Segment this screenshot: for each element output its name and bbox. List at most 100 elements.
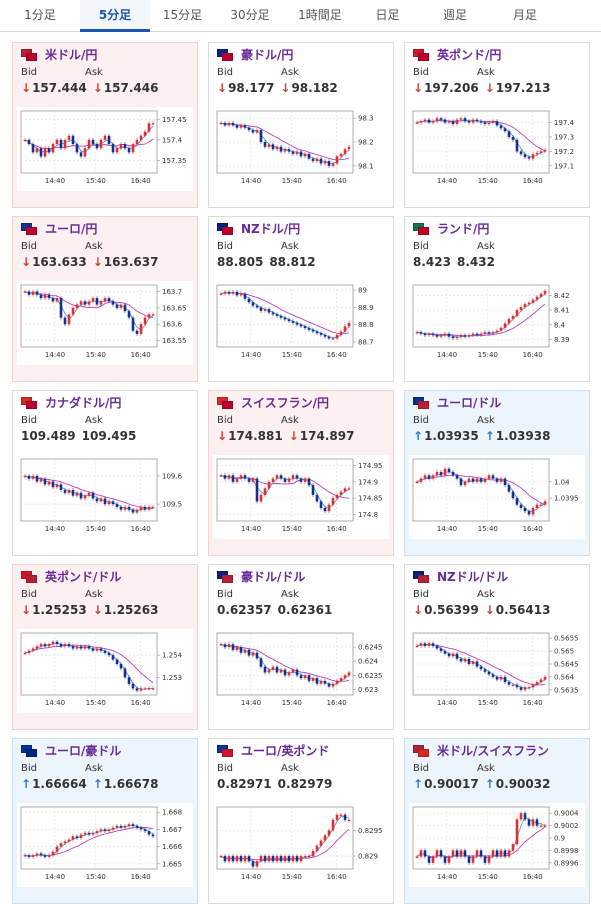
price-chart[interactable]: 14:40 15:40 16:40 0.9004 0.9002 0.9 0.8998 0.89… bbox=[409, 803, 585, 887]
pair-name[interactable]: NZドル/ドル bbox=[437, 569, 509, 584]
candle bbox=[55, 139, 59, 145]
price-chart[interactable]: 14:40 15:40 16:40 1.668 1.667 1.666 1.665 bbox=[17, 803, 193, 887]
candle bbox=[519, 687, 523, 690]
pair-name[interactable]: 英ポンド/円 bbox=[437, 47, 502, 62]
currency-flag-icon bbox=[217, 222, 233, 235]
rate-card[interactable]: 豪ドル/円 Bid Ask ↓98.177 ↓98.182 14:40 15:40 16:40… bbox=[208, 42, 394, 208]
pair-name[interactable]: ランド/円 bbox=[437, 221, 490, 236]
pair-name[interactable]: 豪ドル/円 bbox=[241, 47, 294, 62]
candle bbox=[99, 139, 103, 149]
tab-5[interactable]: 1時間足 bbox=[298, 8, 342, 22]
rate-card[interactable]: 米ドル/円 Bid Ask ↓157.444 ↓157.446 14:40 15:40 16:… bbox=[12, 42, 198, 208]
price-chart[interactable]: 14:40 15:40 16:40 109.6 109.5 bbox=[17, 455, 193, 539]
pair-name[interactable]: ユーロ/円 bbox=[45, 221, 98, 236]
rate-card[interactable]: 豪ドル/ドル Bid Ask 0.62357 0.62361 14:40 15:40 16:4… bbox=[208, 564, 394, 730]
candle bbox=[439, 850, 443, 857]
candle bbox=[503, 323, 507, 328]
pair-name[interactable]: ユーロ/英ポンド bbox=[241, 743, 330, 758]
pair-name[interactable]: 英ポンド/ドル bbox=[45, 569, 122, 584]
price-chart[interactable]: 14:40 15:40 16:40 197.4 197.3 197.2 197.1 bbox=[409, 107, 585, 191]
tab-7[interactable]: 週足 bbox=[442, 8, 467, 22]
candle bbox=[479, 850, 483, 857]
x-tick-label: 16:40 bbox=[327, 873, 347, 881]
candle bbox=[131, 683, 135, 689]
pair-name[interactable]: ユーロ/豪ドル bbox=[45, 743, 122, 758]
price-chart[interactable]: 14:40 15:40 16:40 98.3 98.2 98.1 bbox=[213, 107, 389, 191]
tab-3[interactable]: 15分足 bbox=[162, 8, 203, 22]
candle bbox=[75, 304, 79, 308]
tab-2[interactable]: 5分足 bbox=[80, 0, 150, 32]
pair-name[interactable]: ユーロ/ドル bbox=[437, 395, 502, 410]
price-chart[interactable]: 14:40 15:40 16:40 8.42 8.41 8.4 8.39 bbox=[409, 281, 585, 365]
pair-name[interactable]: NZドル/円 bbox=[241, 221, 301, 236]
tab-6[interactable]: 日足 bbox=[375, 8, 400, 22]
tab-1[interactable]: 1分足 bbox=[24, 8, 56, 22]
y-tick-label: 109.5 bbox=[162, 501, 182, 509]
rate-card[interactable]: ランド/円 Bid Ask 8.423 8.432 14:40 15:40 16:40 8.42… bbox=[404, 216, 590, 382]
tab-8[interactable]: 月足 bbox=[512, 8, 537, 22]
candle bbox=[327, 161, 331, 166]
tab-4[interactable]: 30分足 bbox=[230, 8, 270, 22]
rate-card[interactable]: 英ポンド/円 Bid Ask ↓197.206 ↓197.213 14:40 15:40 16… bbox=[404, 42, 590, 208]
rate-card[interactable]: カナダドル/円 Bid Ask 109.489 109.495 14:40 15:40 16:… bbox=[12, 390, 198, 556]
pair-name[interactable]: カナダドル/円 bbox=[45, 395, 122, 410]
rate-card[interactable]: NZドル/円 Bid Ask 88.805 88.812 14:40 15:40 16:40 8… bbox=[208, 216, 394, 382]
candle bbox=[43, 148, 47, 157]
x-tick-label: 15:40 bbox=[86, 351, 106, 359]
bid-price: 163.633 bbox=[32, 255, 87, 269]
candle bbox=[47, 481, 51, 485]
pair-name[interactable]: 豪ドル/ドル bbox=[241, 569, 306, 584]
price-row: ↓163.633 ↓163.637 bbox=[21, 255, 164, 269]
card-header: NZドル/円 bbox=[217, 220, 300, 236]
candle bbox=[435, 645, 439, 649]
rate-card[interactable]: ユーロ/円 Bid Ask ↓163.633 ↓163.637 14:40 15:40 16:… bbox=[12, 216, 198, 382]
candle bbox=[463, 481, 467, 486]
candle bbox=[471, 119, 475, 123]
price-row: 109.489 109.495 bbox=[21, 429, 142, 443]
price-chart[interactable]: 14:40 15:40 16:40 174.95 174.9 174.85 174.8 bbox=[213, 455, 389, 539]
candle bbox=[439, 335, 443, 337]
ask-label: Ask bbox=[85, 67, 103, 78]
price-chart[interactable]: 14:40 15:40 16:40 0.5655 0.565 0.5645 0.564 0.5… bbox=[409, 629, 585, 713]
candle bbox=[415, 122, 419, 124]
rate-card[interactable]: 英ポンド/ドル Bid Ask ↓1.25253 ↓1.25263 14:40 15:40 1… bbox=[12, 564, 198, 730]
x-tick-label: 14:40 bbox=[241, 699, 261, 707]
rate-card[interactable]: ユーロ/豪ドル Bid Ask ↑1.66664 ↑1.66678 14:40 15:40 1… bbox=[12, 738, 198, 904]
y-tick-label: 88.9 bbox=[358, 304, 374, 312]
price-chart[interactable]: 14:40 15:40 16:40 1.04 1.0395 bbox=[409, 455, 585, 539]
price-chart[interactable]: 14:40 15:40 16:40 163.7 163.65 163.6 163.55 bbox=[17, 281, 193, 365]
candle bbox=[43, 478, 47, 485]
timeframe-tabs: 1分足 5分足 15分足 30分足 1時間足 日足 週足 月足 bbox=[0, 0, 601, 32]
ask-price: 1.66678 bbox=[103, 777, 159, 791]
candle bbox=[471, 856, 475, 863]
price-row: 0.62357 0.62361 bbox=[217, 603, 338, 617]
candle bbox=[443, 856, 447, 863]
candle bbox=[75, 646, 79, 649]
rate-card[interactable]: スイスフラン/円 Bid Ask ↓174.881 ↓174.897 14:40 15:40… bbox=[208, 390, 394, 556]
rate-card[interactable]: NZドル/ドル Bid Ask ↓0.56399 ↓0.56413 14:40 15:40 1… bbox=[404, 564, 590, 730]
price-chart[interactable]: 14:40 15:40 16:40 0.6245 0.624 0.6235 0.623 bbox=[213, 629, 389, 713]
rate-card[interactable]: 米ドル/スイスフラン Bid Ask ↑0.90017 ↑0.90032 14:40 15:… bbox=[404, 738, 590, 904]
candle bbox=[235, 125, 239, 128]
candle bbox=[35, 291, 39, 295]
price-chart[interactable]: 14:40 15:40 16:40 157.45 157.4 157.35 bbox=[17, 107, 193, 191]
rate-card[interactable]: ユーロ/英ポンド Bid Ask 0.82971 0.82979 14:40 15:40 16… bbox=[208, 738, 394, 904]
currency-flag-icon bbox=[217, 48, 233, 61]
candle bbox=[295, 669, 299, 676]
rate-card[interactable]: ユーロ/ドル Bid Ask ↑1.03935 ↑1.03938 14:40 15:40 16… bbox=[404, 390, 590, 556]
price-chart[interactable]: 14:40 15:40 16:40 0.8295 0.829 bbox=[213, 803, 389, 887]
pair-name[interactable]: スイスフラン/円 bbox=[241, 395, 330, 410]
candle bbox=[455, 475, 459, 479]
candle bbox=[303, 478, 307, 482]
candle bbox=[423, 643, 427, 646]
candle bbox=[83, 646, 87, 649]
candle bbox=[503, 128, 507, 132]
candle bbox=[239, 475, 243, 479]
candle bbox=[471, 333, 475, 336]
price-chart[interactable]: 14:40 15:40 16:40 1.254 1.253 bbox=[17, 629, 193, 713]
candle bbox=[275, 666, 279, 673]
pair-name[interactable]: 米ドル/円 bbox=[45, 47, 98, 62]
pair-name[interactable]: 米ドル/スイスフラン bbox=[437, 743, 550, 758]
candle bbox=[255, 305, 259, 308]
price-chart[interactable]: 14:40 15:40 16:40 89 88.9 88.8 88.7 bbox=[213, 281, 389, 365]
